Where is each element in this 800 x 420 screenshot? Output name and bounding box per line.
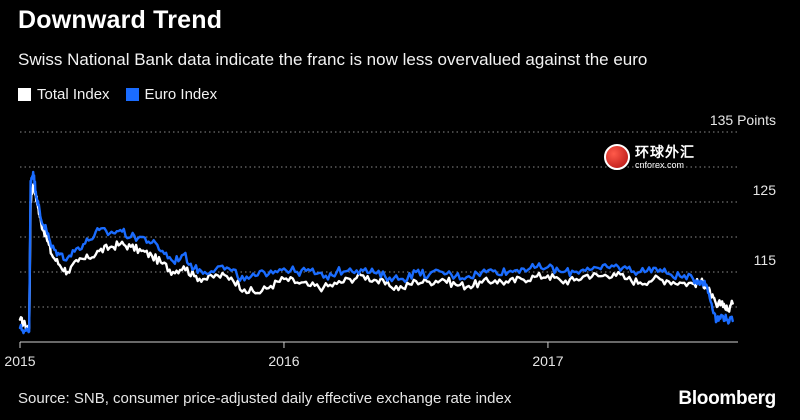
watermark: 环球外汇 cnforex.com: [604, 144, 695, 170]
chart-title: Downward Trend: [18, 6, 223, 34]
legend-label-total-index: Total Index: [37, 86, 110, 103]
y-tick-label-125: 125: [753, 182, 777, 198]
series-line-total-index: [18, 183, 734, 331]
watermark-en: cnforex.com: [635, 159, 685, 170]
x-tick-label-2016: 2016: [268, 353, 299, 369]
legend-swatch-euro-index: [125, 88, 139, 101]
y-axis-labels: 115 125 135 Points: [710, 112, 776, 268]
watermark-cn: 环球外汇: [635, 143, 695, 160]
series-lines: [18, 170, 734, 335]
x-tick-label-2015: 2015: [4, 353, 35, 369]
y-tick-label-115: 115: [754, 252, 777, 268]
x-tick-label-2017: 2017: [532, 353, 563, 369]
legend-swatch-total-index: [18, 88, 31, 101]
legend-label-euro-index: Euro Index: [144, 86, 218, 103]
legend-item-euro-index: Euro Index: [125, 86, 218, 103]
watermark-text: 环球外汇 cnforex.com: [635, 145, 695, 170]
x-axis: 2015 2016 2017: [4, 341, 738, 369]
chart-subtitle: Swiss National Bank data indicate the fr…: [18, 50, 648, 69]
source-note: Source: SNB, consumer price-adjusted dai…: [18, 390, 512, 407]
brand-logo: Bloomberg: [678, 388, 776, 409]
y-tick-label-135: 135 Points: [710, 112, 776, 128]
watermark-logo-icon: [604, 144, 630, 170]
series-line-euro-index: [18, 170, 734, 335]
legend: Total Index Euro Index: [18, 86, 233, 103]
legend-item-total-index: Total Index: [18, 86, 110, 103]
